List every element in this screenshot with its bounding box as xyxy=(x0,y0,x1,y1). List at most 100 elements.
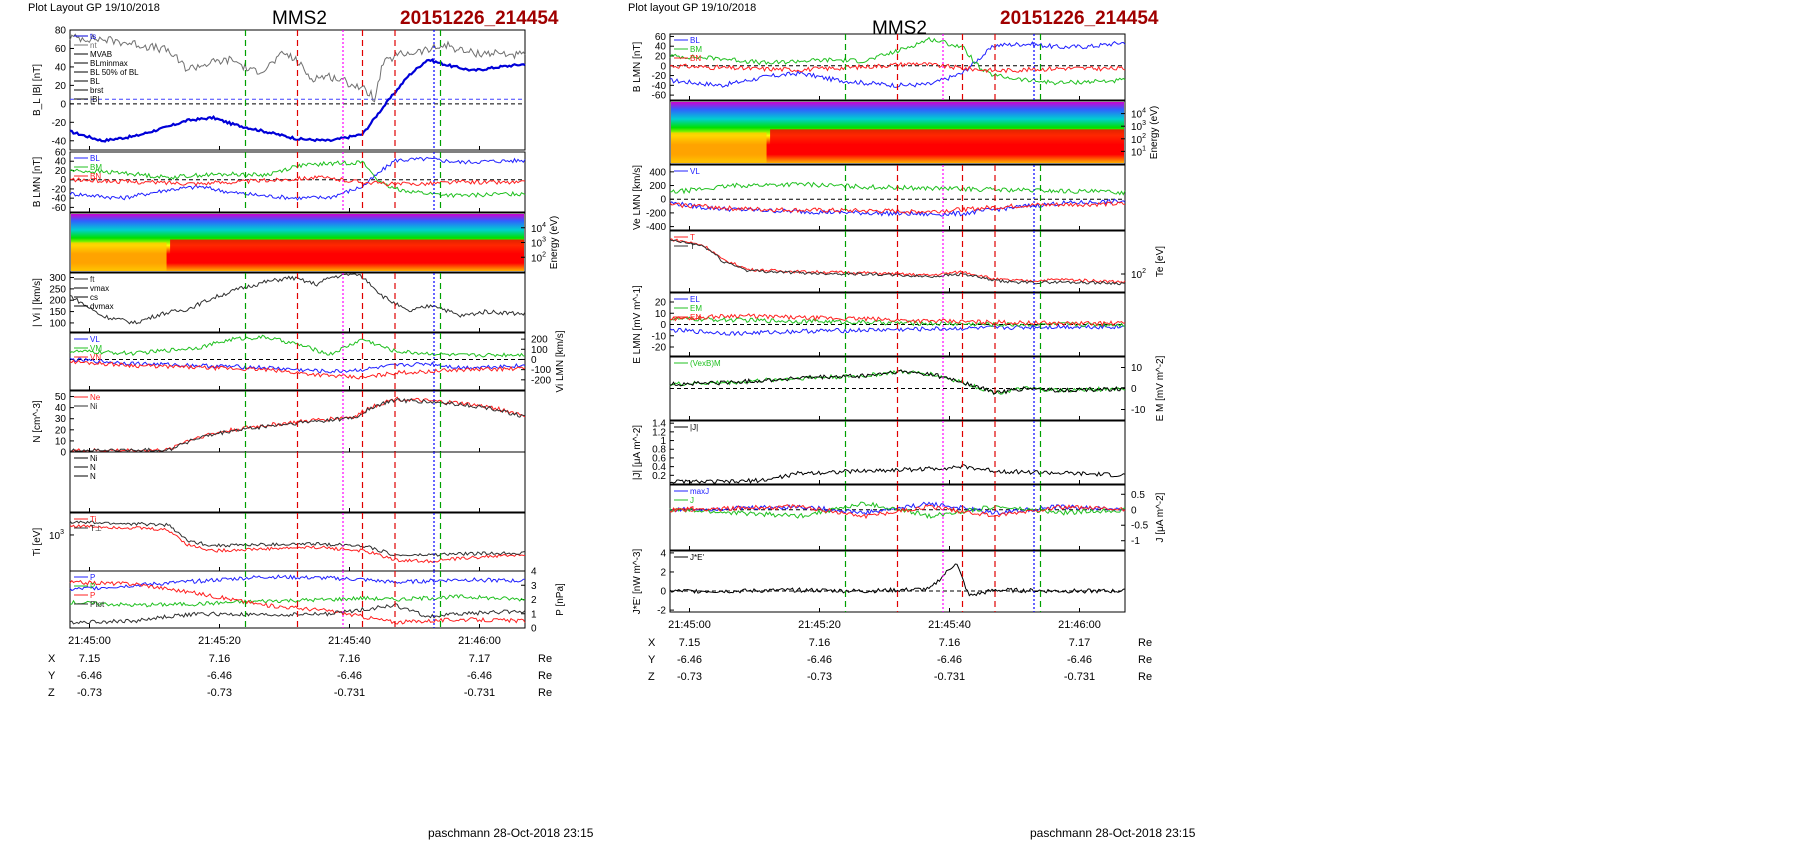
y-tick-label: 0 xyxy=(660,195,666,206)
y-tick-label: -20 xyxy=(52,184,67,195)
y-axis-label: P [nPa] xyxy=(555,583,566,616)
series-line-BL xyxy=(69,58,526,143)
y-tick-label: 0 xyxy=(660,61,666,72)
legend-label: BM xyxy=(690,45,702,54)
legend-label: T⊥ xyxy=(90,524,102,533)
y-tick-label: 0 xyxy=(60,99,66,110)
y-tick-label: 103 xyxy=(49,529,64,542)
y-axis-label: Te [eV] xyxy=(1155,246,1166,277)
coord-value: 7.16 xyxy=(209,653,230,665)
spectrogram-early xyxy=(71,242,167,271)
coord-unit: Re xyxy=(1138,637,1152,649)
y-tick-label: 30 xyxy=(55,414,67,425)
y-axis-label: B LMN [nT] xyxy=(632,42,643,93)
panel-frame xyxy=(69,332,526,391)
x-tick-label: 21:45:40 xyxy=(928,619,971,631)
coord-value: -6.46 xyxy=(207,670,232,682)
y-tick-label: -200 xyxy=(646,208,666,219)
y-tick-label: -60 xyxy=(652,91,667,102)
spectrogram-core xyxy=(770,129,1124,149)
y-axis-label: Ve LMN [km/s] xyxy=(632,165,643,230)
x-tick-label: 21:46:00 xyxy=(458,635,501,647)
y-tick-label: 2 xyxy=(531,595,537,606)
right-footer: paschmann 28-Oct-2018 23:15 xyxy=(1030,826,1196,840)
panel-R3: -400 -200 0 200 400 Ve LMN [km/s] VL xyxy=(632,164,1126,233)
y-tick-label: 200 xyxy=(49,296,66,307)
panel-frame xyxy=(69,570,526,629)
y-axis-label: E M [mV m^-2] xyxy=(1155,355,1166,421)
coord-value: 7.17 xyxy=(1069,637,1090,649)
legend-label: cs xyxy=(90,293,98,302)
y-tick-label: -100 xyxy=(531,365,551,376)
right-event-id: 20151226_214454 xyxy=(1000,8,1159,29)
x-tick-label: 21:45:40 xyxy=(328,635,371,647)
y-axis-label: N [cm^-3] xyxy=(32,400,43,443)
coord-row-label: Y xyxy=(48,670,56,682)
coord-value: 7.15 xyxy=(79,653,100,665)
legend-label: MVAB xyxy=(90,50,112,59)
x-tick-label: 21:45:20 xyxy=(798,619,841,631)
x-tick-label: 21:45:00 xyxy=(68,635,111,647)
y-tick-label: 40 xyxy=(55,157,67,168)
legend-label: J*E' xyxy=(690,553,704,562)
y-tick-label: 20 xyxy=(655,298,667,309)
y-tick-label: 1.2 xyxy=(652,427,666,438)
left-layout-label: Plot Layout GP 19/10/2018 xyxy=(28,2,160,14)
legend-label: P xyxy=(90,573,95,582)
legend-label: |J| xyxy=(690,423,698,432)
y-tick-label: 0.5 xyxy=(1131,490,1145,501)
y-tick-label: 300 xyxy=(49,273,66,284)
y-tick-label: 0.8 xyxy=(652,445,666,456)
y-tick-label: 200 xyxy=(531,335,548,346)
legend-label: J xyxy=(690,505,694,514)
legend-label: EM xyxy=(690,304,702,313)
coord-value: -0.731 xyxy=(464,687,495,699)
coord-row-label: X xyxy=(48,653,56,665)
y-tick-label: 10 xyxy=(55,436,67,447)
y-axis-label: J*E' [nW m^-3] xyxy=(632,549,643,615)
coord-value: -0.731 xyxy=(1064,671,1095,683)
coord-value: -6.46 xyxy=(467,670,492,682)
coord-value: -0.731 xyxy=(934,671,965,683)
coord-value: -6.46 xyxy=(1067,654,1092,666)
series-line-BM xyxy=(669,36,1126,86)
left-event-id: 20151226_214454 xyxy=(400,8,559,29)
x-tick-label: 21:45:20 xyxy=(198,635,241,647)
y-tick-label: 100 xyxy=(49,318,66,329)
y-tick-label: 100 xyxy=(531,345,548,356)
panel-R7: 0.20.40.60.811.21.4 |J| [μA m^-2] |J| xyxy=(632,419,1126,485)
spectrogram-core xyxy=(170,239,524,258)
coord-row-label: Y xyxy=(648,654,656,666)
y-tick-label: 400 xyxy=(649,167,666,178)
y-axis-label: B_L |B| [nT] xyxy=(32,64,43,116)
y-tick-label: 150 xyxy=(49,307,66,318)
y-tick-label: 0 xyxy=(660,587,666,598)
legend-label: Ptot xyxy=(90,600,105,609)
y-tick-label: 0 xyxy=(60,448,66,459)
legend-label: BN xyxy=(90,172,101,181)
y-tick-label: 60 xyxy=(55,44,67,55)
series-line-|J| xyxy=(669,464,1126,484)
legend-label: BL 50% of BL xyxy=(90,68,139,77)
y-tick-label: 40 xyxy=(55,403,67,414)
y-tick-label: 20 xyxy=(55,166,67,177)
y-tick-label: 0 xyxy=(60,175,66,186)
y-tick-label: 1.4 xyxy=(652,419,666,430)
y-axis-label: Vi LMN [km/s] xyxy=(555,330,566,392)
legend-label: Ni xyxy=(90,454,98,463)
legend-label: vmax xyxy=(90,284,109,293)
coord-value: -6.46 xyxy=(337,670,362,682)
legend-label: Ne xyxy=(90,393,101,402)
legend-label: VM xyxy=(90,344,102,353)
y-tick-label: -200 xyxy=(531,375,551,386)
coord-value: -0.73 xyxy=(77,687,102,699)
coord-unit: Re xyxy=(538,653,552,665)
y-tick-label: -20 xyxy=(652,71,667,82)
legend-label: N xyxy=(90,472,96,481)
y-tick-label: 3 xyxy=(531,581,537,592)
legend-label: J xyxy=(690,496,694,505)
y-tick-label: 103 xyxy=(531,237,546,250)
